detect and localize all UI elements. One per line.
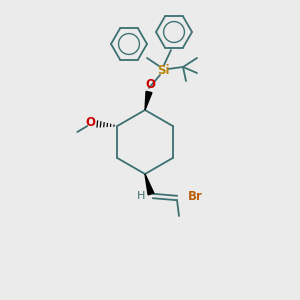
Text: Si: Si	[157, 64, 169, 76]
Text: H: H	[137, 191, 145, 201]
Text: Br: Br	[188, 190, 202, 202]
Polygon shape	[145, 174, 154, 195]
Text: O: O	[145, 79, 155, 92]
Text: O: O	[85, 116, 95, 130]
Polygon shape	[145, 91, 152, 110]
